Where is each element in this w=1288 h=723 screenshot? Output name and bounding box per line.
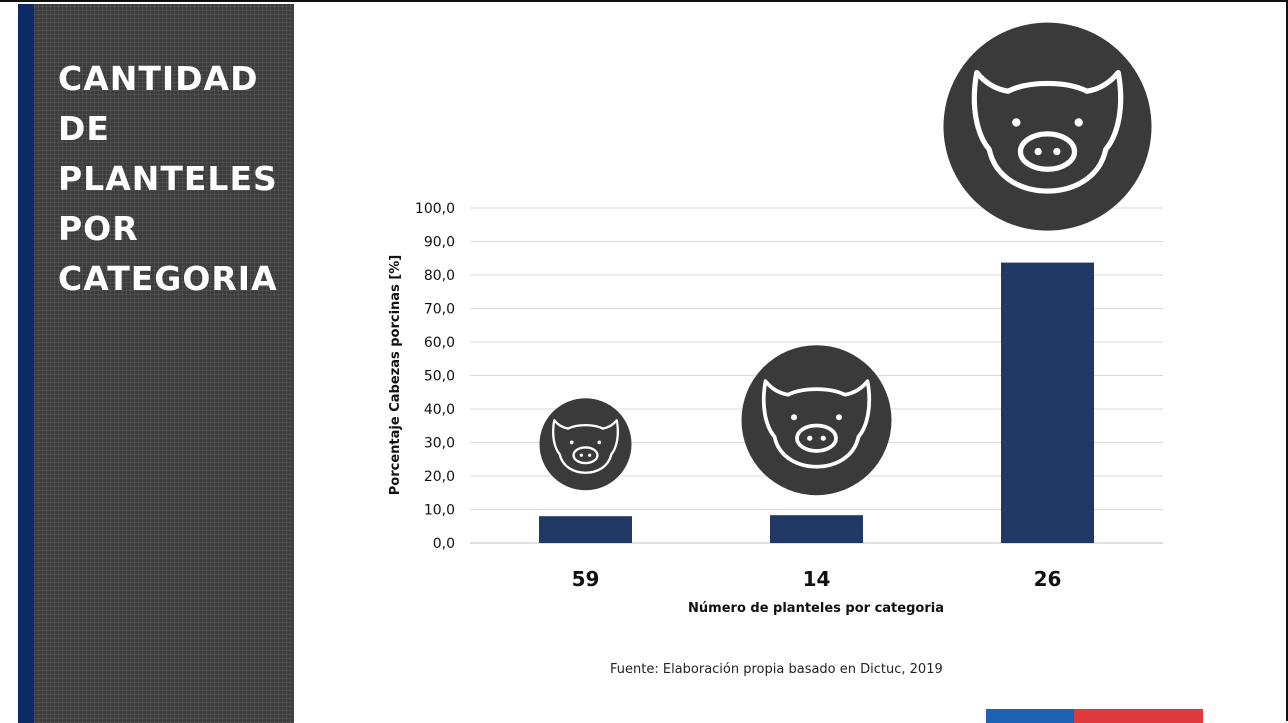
y-axis-title: Porcentaje Cabezas porcinas [%]: [388, 255, 403, 495]
bar: [770, 515, 863, 543]
y-tick-label: 30,0: [424, 436, 455, 452]
side-panel: CANTIDAD DE PLANTELES POR CATEGORIA: [34, 4, 294, 723]
pig-outline: [761, 379, 872, 469]
x-axis-title: Número de planteles por categoria: [688, 601, 944, 616]
title-line: CATEGORIA: [58, 259, 278, 298]
y-tick-label: 10,0: [424, 503, 455, 519]
pig-outline: [551, 419, 620, 474]
bar-icons: [539, 22, 1152, 496]
y-tick-label: 20,0: [424, 469, 455, 485]
icon-circle: [539, 398, 632, 491]
accent-strip: [18, 4, 34, 723]
x-tick-label: 14: [803, 567, 831, 591]
source-note: Fuente: Elaboración propia basado en Dic…: [610, 662, 943, 677]
title-line: DE: [58, 109, 110, 148]
y-tick-label: 50,0: [424, 369, 455, 385]
x-tick-label: 26: [1034, 567, 1062, 591]
flag-red-segment: [1074, 709, 1203, 723]
pig-icon: [539, 398, 632, 491]
icon-circle: [943, 22, 1152, 231]
y-tick-label: 100,0: [415, 201, 455, 217]
bars: [539, 262, 1094, 543]
pig-outline: [971, 69, 1124, 194]
y-axis-ticks: 0,0 10,0 20,0 30,0 40,0 50,0 60,0 70,0 80,0 90,0 1…: [415, 201, 455, 552]
flag-blue-segment: [986, 709, 1074, 723]
title-line: CANTIDAD: [58, 59, 259, 98]
y-tick-label: 70,0: [424, 302, 455, 318]
y-tick-label: 60,0: [424, 335, 455, 351]
pig-icon: [741, 345, 892, 496]
title-line: PLANTELES: [58, 159, 278, 198]
title-line: POR: [58, 209, 139, 248]
y-tick-label: 0,0: [433, 536, 455, 552]
y-tick-label: 80,0: [424, 268, 455, 284]
x-axis-ticks: 59 14 26: [572, 567, 1062, 591]
icon-circle: [741, 345, 892, 496]
bar: [539, 516, 632, 543]
bar: [1001, 262, 1094, 543]
pig-icon: [943, 22, 1152, 231]
x-tick-label: 59: [572, 567, 600, 591]
flag-bar: [986, 709, 1203, 723]
slide-title: CANTIDAD DE PLANTELES POR CATEGORIA: [58, 54, 288, 304]
y-tick-label: 90,0: [424, 235, 455, 251]
y-tick-label: 40,0: [424, 402, 455, 418]
